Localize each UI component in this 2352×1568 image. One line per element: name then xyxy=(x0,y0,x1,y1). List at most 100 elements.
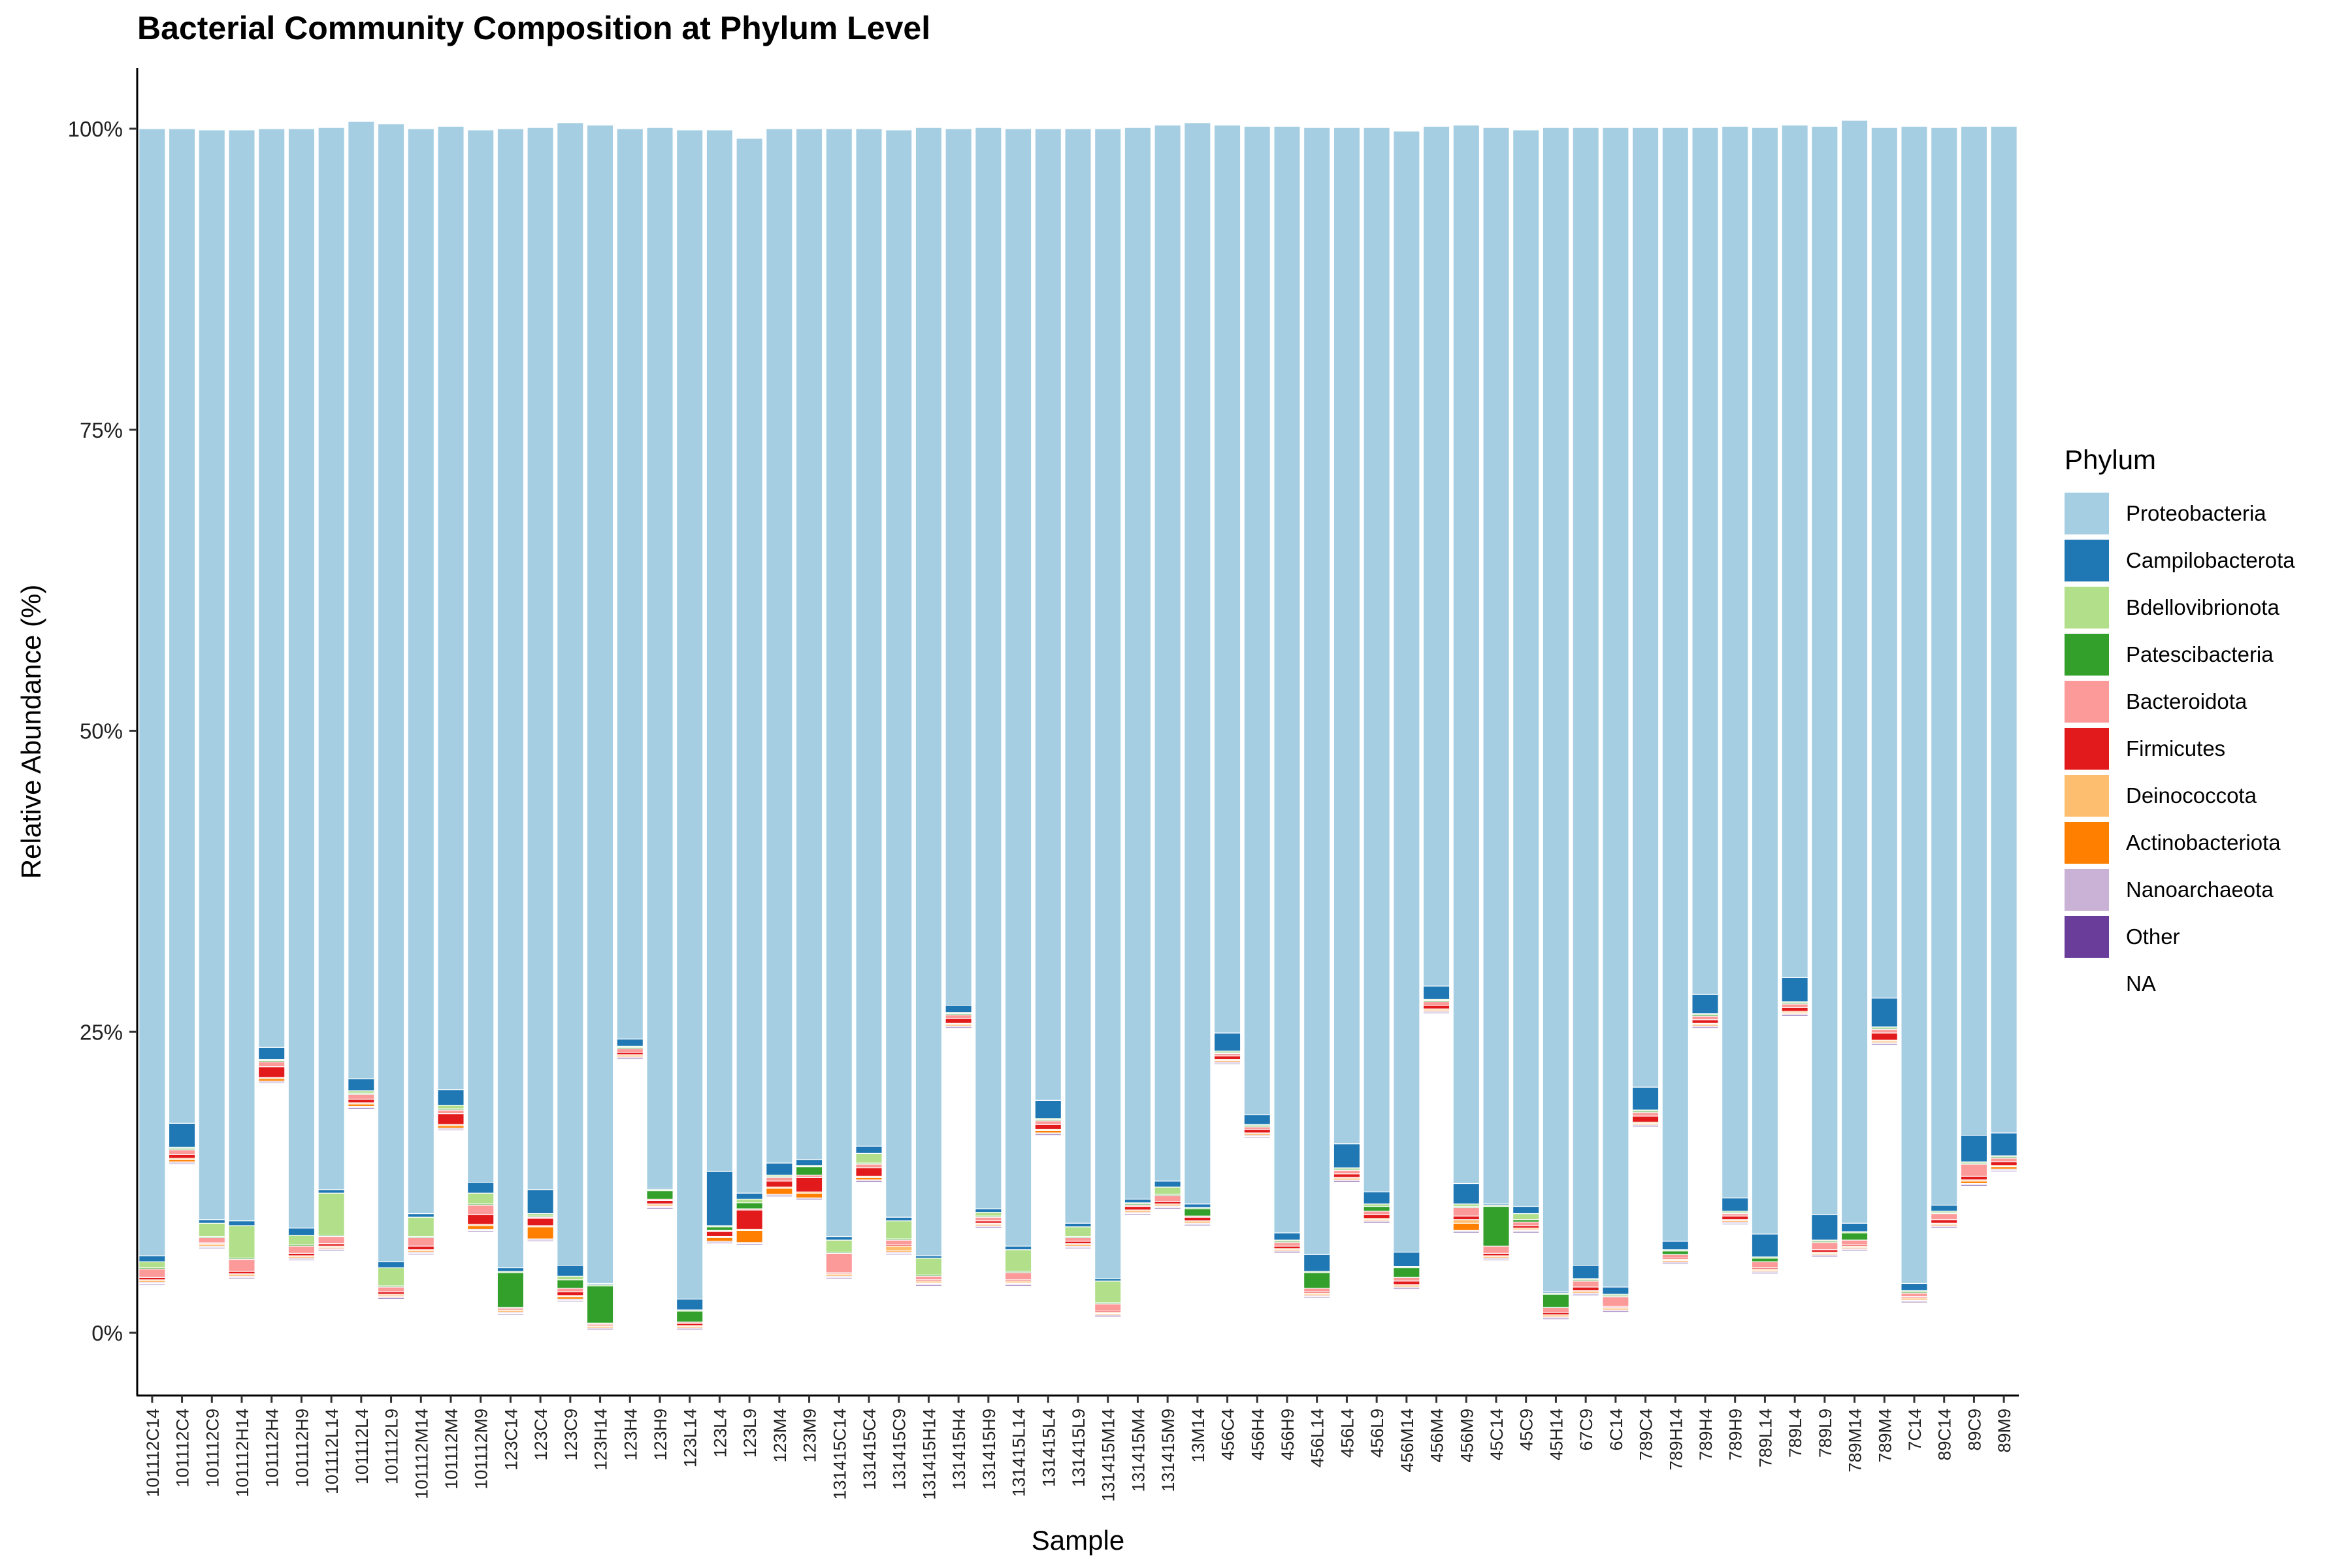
bar-segment-na-101112M14 xyxy=(407,1254,434,1333)
bar-segment-proteobacteria-456L9 xyxy=(1363,127,1390,1192)
bar-segment-bacteroidota-131415C9 xyxy=(885,1239,913,1246)
bar-segment-na-131415C4 xyxy=(855,1182,883,1333)
bar-segment-na-789L9 xyxy=(1811,1256,1838,1333)
legend-swatch xyxy=(2065,822,2109,864)
bar-segment-campilobacterota-45C9 xyxy=(1512,1205,1540,1215)
x-tick-label: 101112H4 xyxy=(263,1409,282,1488)
bar-segment-na-101112H4 xyxy=(258,1083,286,1333)
x-tick-label: 456C4 xyxy=(1218,1409,1238,1461)
bar-segment-patescibacteria-456L9 xyxy=(1363,1205,1390,1212)
bar-segment-firmicutes-789M4 xyxy=(1870,1032,1898,1041)
bar-segment-bdellovibrionota-101112C14 xyxy=(139,1261,166,1269)
x-tick-label: 789L14 xyxy=(1756,1409,1775,1467)
bar-segment-firmicutes-123H9 xyxy=(646,1200,674,1205)
bar-segment-bdellovibrionota-101112C9 xyxy=(198,1222,226,1237)
bar-segment-na-456L4 xyxy=(1333,1182,1361,1333)
bar-segment-campilobacterota-789M14 xyxy=(1840,1222,1869,1232)
bar-segment-deinococcota-456M9 xyxy=(1452,1219,1480,1224)
bar-segment-na-456M9 xyxy=(1452,1232,1480,1333)
bar-segment-na-456M14 xyxy=(1393,1289,1420,1333)
x-tick-label: 131415L9 xyxy=(1069,1409,1088,1487)
bar-segment-campilobacterota-101112M9 xyxy=(466,1182,495,1194)
bar-segment-actinobacteriota-101112M9 xyxy=(466,1225,495,1230)
bar-segment-bacteroidota-789M14 xyxy=(1840,1239,1869,1246)
bar-segment-na-101112L9 xyxy=(377,1298,405,1333)
bar-segment-campilobacterota-131415C9 xyxy=(885,1217,913,1222)
bar-segment-na-131415H9 xyxy=(975,1228,1002,1333)
bar-segment-campilobacterota-89C9 xyxy=(1960,1135,1988,1162)
bar-segment-patescibacteria-123L4 xyxy=(706,1226,734,1231)
bar-segment-proteobacteria-101112L14 xyxy=(318,127,345,1190)
bar-segment-bacteroidota-131415L4 xyxy=(1034,1120,1062,1125)
bar-segment-bdellovibrionota-101112M14 xyxy=(407,1217,434,1237)
bar-segment-proteobacteria-131415C14 xyxy=(825,128,853,1237)
bar-segment-bacteroidota-45H14 xyxy=(1542,1307,1570,1313)
bar-segment-bacteroidota-123H4 xyxy=(616,1048,644,1053)
bar-segment-na-13M14 xyxy=(1184,1225,1211,1333)
bar-segment-bdellovibrionota-101112M4 xyxy=(437,1105,465,1109)
bar-segment-bacteroidota-131415H4 xyxy=(945,1014,972,1019)
bar-segment-proteobacteria-131415H4 xyxy=(945,128,972,1006)
bar-segment-na-456H9 xyxy=(1273,1252,1301,1333)
bar-segment-proteobacteria-123H4 xyxy=(616,128,644,1039)
bar-segment-campilobacterota-131415L9 xyxy=(1064,1222,1092,1228)
legend-swatch xyxy=(2065,916,2109,958)
bar-segment-campilobacterota-456M14 xyxy=(1393,1251,1420,1267)
x-tick-label: 131415C4 xyxy=(860,1409,879,1490)
bar-segment-campilobacterota-89M9 xyxy=(1990,1132,2017,1156)
legend-label: Firmicutes xyxy=(2126,736,2226,760)
bar-segment-na-789C4 xyxy=(1631,1126,1659,1333)
bar-segment-firmicutes-123M9 xyxy=(795,1177,823,1192)
legend-label: Bdellovibrionota xyxy=(2126,595,2279,619)
bar-segment-bacteroidota-7C14 xyxy=(1901,1292,1928,1298)
bar-segment-bdellovibrionota-101112M9 xyxy=(466,1192,495,1205)
bar-segment-proteobacteria-101112M9 xyxy=(466,129,495,1183)
bar-segment-campilobacterota-131415H9 xyxy=(975,1208,1002,1213)
bar-segment-proteobacteria-789C4 xyxy=(1631,127,1659,1088)
bar-segment-proteobacteria-101112M14 xyxy=(407,128,434,1215)
bar-segment-na-456L14 xyxy=(1303,1297,1331,1333)
bar-segment-campilobacterota-789M4 xyxy=(1870,998,1898,1028)
bar-segment-na-123H4 xyxy=(616,1059,644,1333)
bar-segment-proteobacteria-123L4 xyxy=(706,129,734,1172)
legend-swatch xyxy=(2065,775,2109,817)
legend-label: Nanoarchaeota xyxy=(2126,877,2274,902)
legend-label: Campilobacterota xyxy=(2126,548,2295,572)
bar-segment-campilobacterota-789L4 xyxy=(1781,977,1808,1002)
bar-segment-proteobacteria-131415M4 xyxy=(1124,127,1152,1200)
x-ticks: 101112C14 101112C4 101112C9 101112H14 101112… xyxy=(143,1396,2014,1502)
bar-segment-actinobacteriota-123M9 xyxy=(795,1192,823,1199)
bar-segment-bacteroidota-456M14 xyxy=(1393,1277,1420,1282)
bar-segment-na-123L9 xyxy=(736,1244,763,1333)
bar-segment-proteobacteria-131415M9 xyxy=(1154,124,1181,1182)
bar-segment-campilobacterota-123H4 xyxy=(616,1038,644,1047)
bar-segment-actinobacteriota-123L9 xyxy=(736,1230,763,1243)
bar-segment-bdellovibrionota-123C9 xyxy=(557,1275,584,1281)
bar-segment-proteobacteria-101112M4 xyxy=(437,125,465,1090)
bar-segment-campilobacterota-789L14 xyxy=(1751,1233,1779,1258)
x-tick-label: 101112C14 xyxy=(143,1409,163,1497)
bar-segment-na-131415C14 xyxy=(825,1278,853,1333)
bar-segment-firmicutes-131415H4 xyxy=(945,1018,972,1024)
bar-segment-na-89C14 xyxy=(1931,1228,1958,1333)
x-tick-label: 89M9 xyxy=(1995,1409,2014,1453)
bar-segment-bacteroidota-101112H9 xyxy=(287,1245,316,1254)
bar-segment-bacteroidota-101112M14 xyxy=(407,1237,434,1247)
legend-swatch xyxy=(2065,540,2109,581)
bar-segment-firmicutes-101112M4 xyxy=(437,1113,465,1125)
bar-segment-firmicutes-123C9 xyxy=(557,1291,584,1296)
legend-item-proteobacteria: Proteobacteria xyxy=(2065,490,2295,537)
bar-segment-proteobacteria-45C14 xyxy=(1482,127,1510,1205)
bar-segment-proteobacteria-123M9 xyxy=(795,128,823,1160)
bar-segment-bacteroidota-789M4 xyxy=(1870,1028,1898,1034)
chart-title: Bacterial Community Composition at Phylu… xyxy=(137,10,931,46)
bars-layer xyxy=(139,120,2017,1333)
bar-segment-proteobacteria-456M14 xyxy=(1393,131,1420,1253)
bar-segment-na-131415C9 xyxy=(885,1254,913,1333)
bar-segment-na-123C9 xyxy=(557,1301,584,1333)
bar-segment-patescibacteria-123C9 xyxy=(557,1279,584,1289)
bar-segment-na-101112L4 xyxy=(348,1108,375,1333)
bar-segment-na-123M4 xyxy=(766,1196,793,1333)
x-tick-label: 45H14 xyxy=(1546,1409,1566,1461)
bar-segment-proteobacteria-101112L9 xyxy=(377,123,405,1262)
